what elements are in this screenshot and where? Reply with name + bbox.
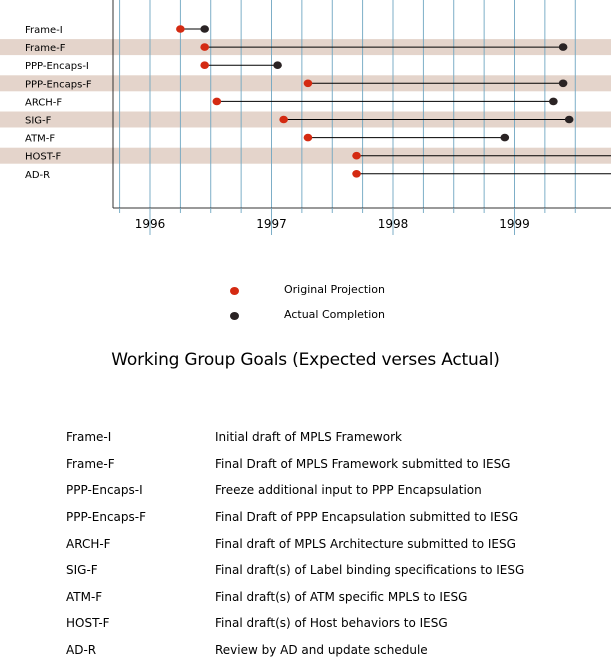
description-text: Final Draft of PPP Encapsulation submitt… <box>215 510 519 525</box>
legend-marker-actual <box>230 312 239 320</box>
legend: Original Projection Actual Completion <box>226 281 526 331</box>
description-text: Final draft of MPLS Architecture submitt… <box>215 536 516 551</box>
timeline-chart: Frame-I Frame-F PPP-Encaps-I PPP-Encaps-F AR… <box>0 0 611 235</box>
description-row: ARCH-F Final draft of MPLS Architecture … <box>66 530 524 557</box>
row-label: SIG-F <box>25 116 52 127</box>
connectors <box>180 28 611 175</box>
description-row: AD-R Review by AD and update schedule <box>66 637 524 663</box>
description-text: Final Draft of MPLS Framework submitted … <box>215 456 511 471</box>
description-key: SIG-F <box>66 563 98 578</box>
description-row: Frame-I Initial draft of MPLS Framework <box>66 424 524 451</box>
description-text: Initial draft of MPLS Framework <box>215 430 402 445</box>
description-row: HOST-F Final draft(s) of Host behaviors … <box>66 610 524 637</box>
legend-label-original: Original Projection <box>284 283 385 296</box>
description-key: PPP-Encaps-I <box>66 483 143 498</box>
actual-completion-marker <box>558 79 568 88</box>
description-key: HOST-F <box>66 616 110 631</box>
description-row: Frame-F Final Draft of MPLS Framework su… <box>66 451 524 478</box>
description-text: Final draft(s) of ATM specific MPLS to I… <box>215 589 468 604</box>
actual-completion-marker <box>564 115 574 124</box>
row-band <box>0 147 611 164</box>
row-label: ATM-F <box>25 134 55 145</box>
description-text: Final draft(s) of Host behaviors to IESG <box>215 616 448 631</box>
original-projection-marker <box>279 115 288 124</box>
description-row: SIG-F Final draft(s) of Label binding sp… <box>66 557 524 584</box>
description-key: AD-R <box>66 643 97 658</box>
row-bands <box>0 39 611 164</box>
description-text: Freeze additional input to PPP Encapsula… <box>215 483 482 498</box>
description-row: ATM-F Final draft(s) of ATM specific MPL… <box>66 584 524 611</box>
legend-marker-original <box>230 287 239 295</box>
x-tick-label: 1997 <box>256 217 287 231</box>
description-key: ARCH-F <box>66 536 111 551</box>
row-label: HOST-F <box>25 152 62 163</box>
row-labels: Frame-I Frame-F PPP-Encaps-I PPP-Encaps-F AR… <box>25 25 92 181</box>
x-tick-labels: 1996 1997 1998 1999 <box>135 217 530 231</box>
original-projection-marker <box>200 61 209 69</box>
description-key: PPP-Encaps-F <box>66 510 147 525</box>
description-text: Final draft(s) of Label binding specific… <box>215 563 525 578</box>
actual-completion-marker <box>500 133 510 142</box>
row-label: PPP-Encaps-I <box>25 61 89 72</box>
x-tick-label: 1998 <box>378 217 409 231</box>
chart-axes <box>112 0 611 235</box>
legend-item-actual: Actual Completion <box>226 306 526 331</box>
x-tick-label: 1996 <box>135 217 166 231</box>
actual-completion-marker <box>200 25 209 33</box>
legend-label-actual: Actual Completion <box>284 308 385 321</box>
original-projection-marker <box>176 25 185 33</box>
original-projection-marker <box>303 133 313 142</box>
markers <box>176 25 574 178</box>
actual-completion-marker <box>558 43 568 51</box>
original-projection-marker <box>212 97 222 106</box>
description-key: ATM-F <box>66 589 103 604</box>
original-projection-marker <box>200 43 209 51</box>
description-key: Frame-F <box>66 456 115 471</box>
row-label: PPP-Encaps-F <box>25 79 92 90</box>
chart-title: Working Group Goals (Expected verses Act… <box>111 350 500 370</box>
description-row: PPP-Encaps-F Final Draft of PPP Encapsul… <box>66 504 524 531</box>
goal-descriptions: Frame-I Initial draft of MPLS Framework … <box>66 424 524 663</box>
original-projection-marker <box>352 151 361 160</box>
x-tick-label: 1999 <box>499 217 530 231</box>
row-label: AD-R <box>25 170 50 181</box>
description-row: PPP-Encaps-I Freeze additional input to … <box>66 477 524 504</box>
actual-completion-marker <box>549 97 558 106</box>
description-key: Frame-I <box>66 430 112 445</box>
description-text: Review by AD and update schedule <box>215 643 428 658</box>
original-projection-marker <box>352 170 361 178</box>
row-label: Frame-F <box>25 43 66 54</box>
original-projection-marker <box>303 79 313 88</box>
legend-item-original: Original Projection <box>226 281 526 306</box>
actual-completion-marker <box>273 61 282 69</box>
row-label: ARCH-F <box>25 97 62 108</box>
grid-lines <box>119 0 576 208</box>
row-label: Frame-I <box>25 25 63 36</box>
